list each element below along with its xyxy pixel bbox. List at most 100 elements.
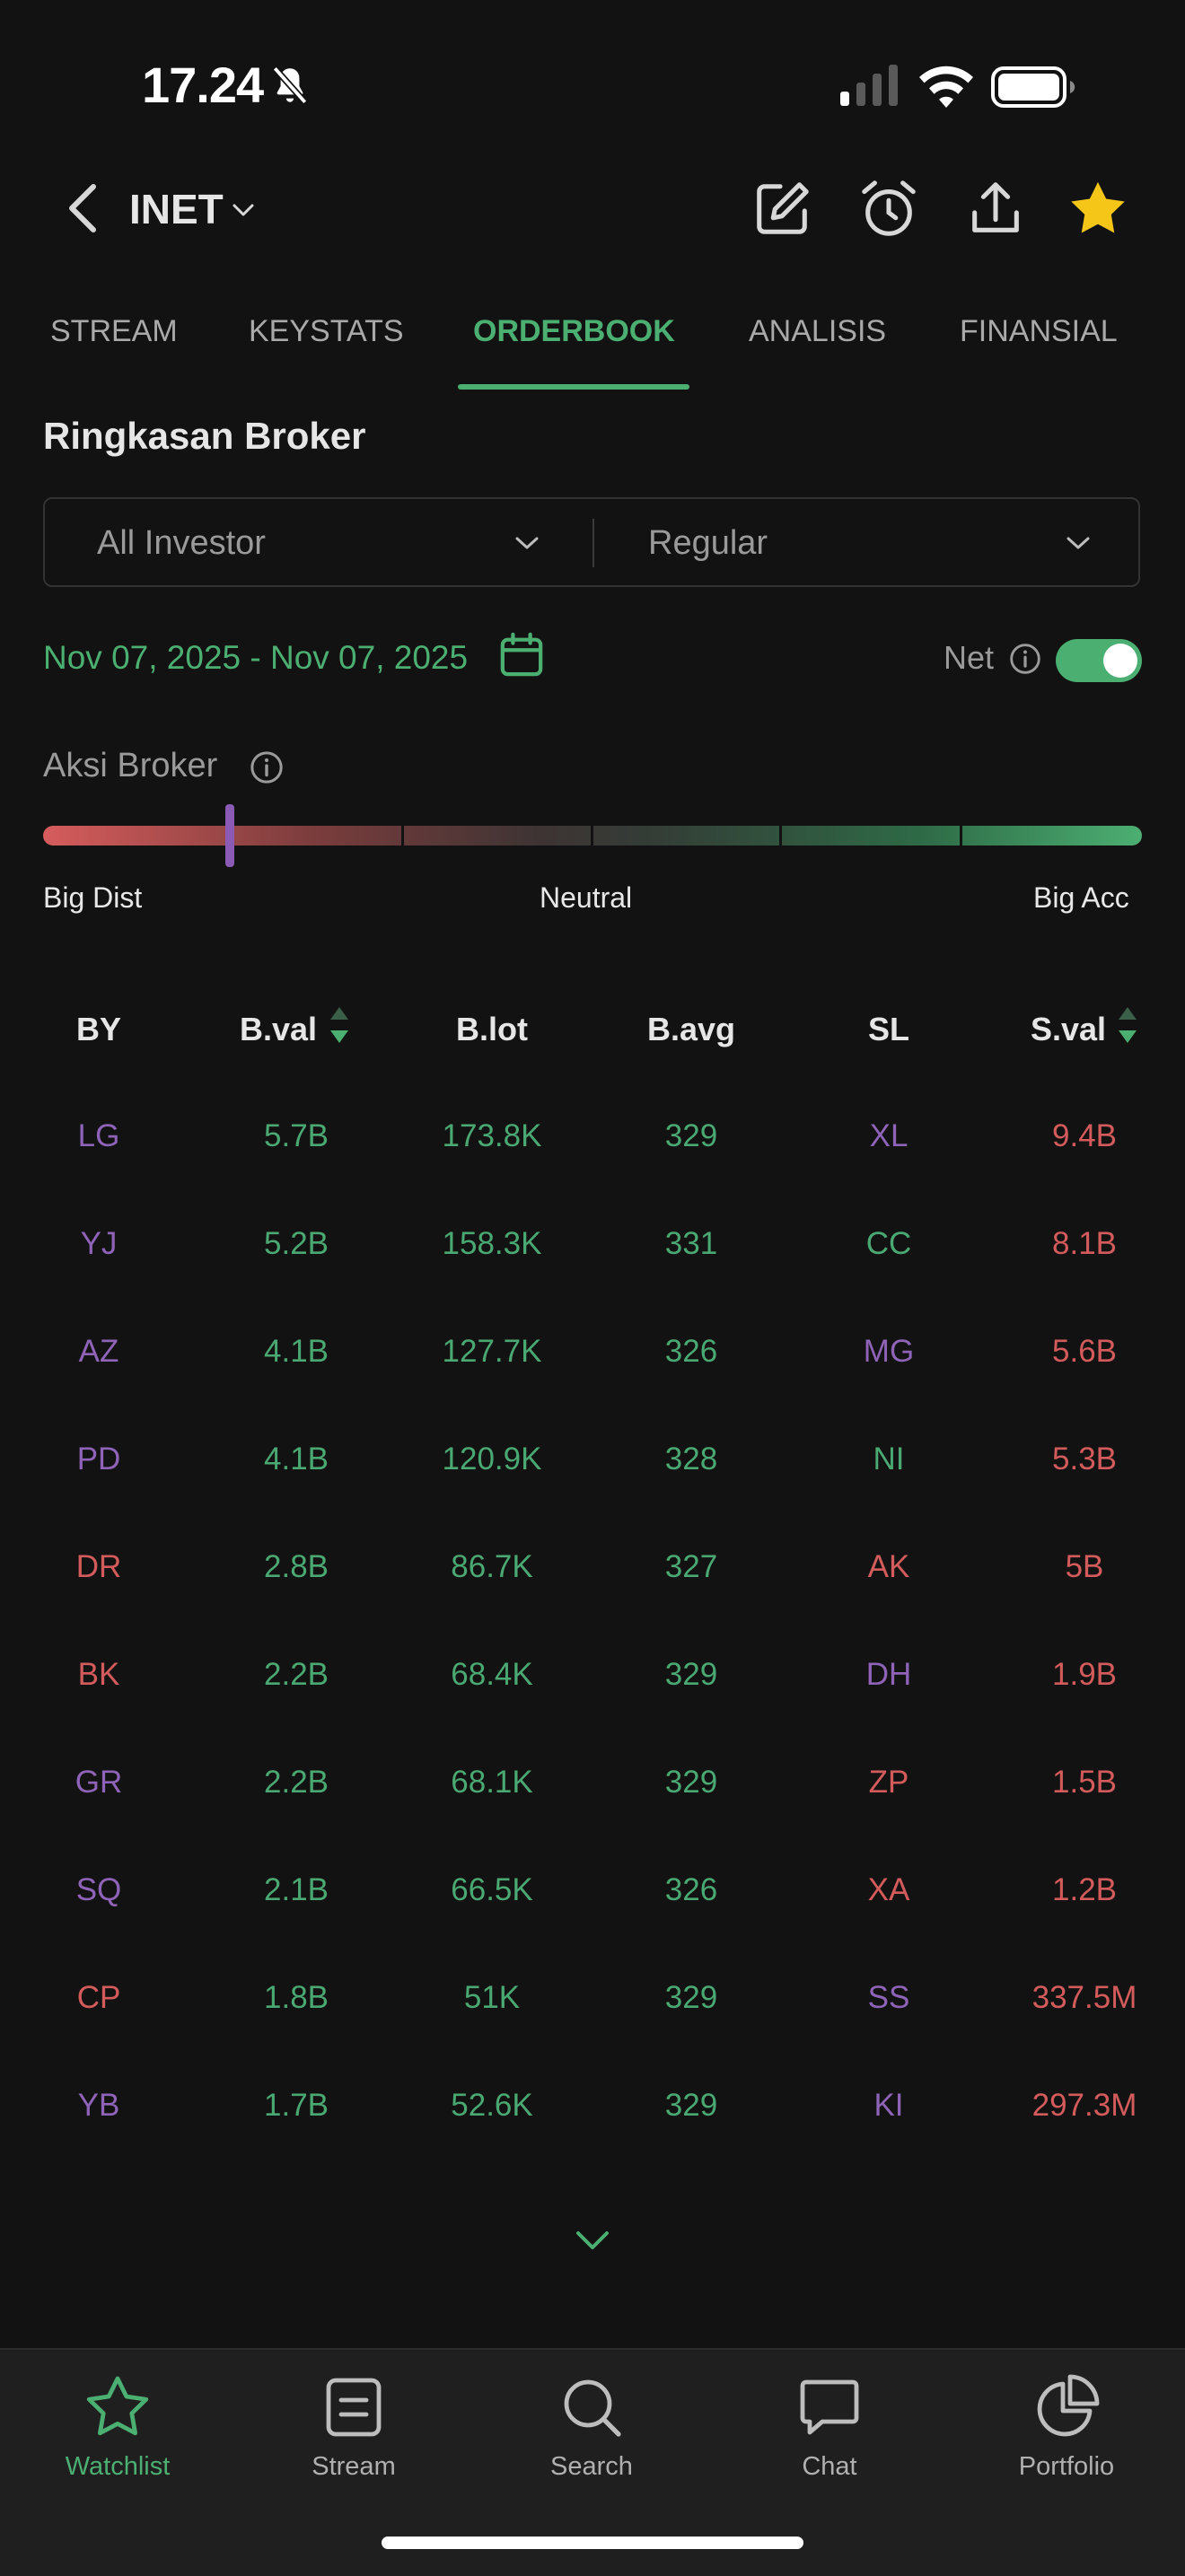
meter-divider [960, 826, 962, 846]
buy-value: 2.2B [264, 1765, 329, 1800]
info-icon[interactable] [1009, 643, 1041, 675]
broker-code-buy[interactable]: YJ [80, 1226, 118, 1261]
buy-avg: 326 [664, 1334, 718, 1369]
table-row[interactable]: YB 1.7B 52.6K 329 KI 297.3M [0, 2079, 1185, 2186]
buy-lot: 127.7K [442, 1334, 542, 1369]
share-icon[interactable] [964, 178, 1027, 241]
nav-portfolio[interactable]: Portfolio [968, 2373, 1165, 2482]
buy-value: 5.7B [264, 1118, 329, 1153]
broker-code-sell[interactable]: MG [863, 1334, 915, 1369]
broker-code-sell[interactable]: AK [867, 1549, 910, 1584]
ticker-title[interactable]: INET [129, 186, 224, 232]
tab-bar: STREAM KEYSTATS ORDERBOOK ANALISIS FINAN… [0, 314, 1185, 391]
alarm-clock-icon[interactable] [857, 178, 920, 241]
sort-icon[interactable] [1117, 1005, 1138, 1045]
table-row[interactable]: AZ 4.1B 127.7K 326 MG 5.6B [0, 1325, 1185, 1433]
broker-code-buy[interactable]: LG [77, 1118, 120, 1153]
col-header-blot: B.lot [456, 1011, 528, 1047]
broker-code-buy[interactable]: YB [77, 2088, 120, 2123]
broker-code-sell[interactable]: DH [865, 1657, 912, 1692]
buy-avg: 329 [664, 1657, 718, 1692]
sell-value: 1.2B [1052, 1872, 1117, 1907]
table-row[interactable]: PD 4.1B 120.9K 328 NI 5.3B [0, 1433, 1185, 1540]
broker-code-sell[interactable]: XA [867, 1872, 910, 1907]
status-time: 17.24 [142, 57, 264, 113]
nav-watchlist[interactable]: Watchlist [19, 2373, 216, 2482]
table-row[interactable]: BK 2.2B 68.4K 329 DH 1.9B [0, 1648, 1185, 1756]
buy-avg: 328 [664, 1441, 718, 1476]
meter-marker [225, 804, 235, 867]
nav-label: Chat [802, 2452, 857, 2481]
net-toggle[interactable] [1056, 639, 1142, 682]
star-outline-icon [86, 2376, 149, 2436]
nav-search[interactable]: Search [493, 2373, 690, 2482]
expand-more-icon[interactable] [573, 2224, 612, 2256]
broker-code-sell[interactable]: CC [865, 1226, 912, 1261]
buy-lot: 52.6K [451, 2088, 533, 2123]
chevron-down-icon[interactable] [230, 199, 257, 221]
buy-value: 1.7B [264, 2088, 329, 2123]
broker-code-buy[interactable]: GR [75, 1765, 123, 1800]
table-row[interactable]: DR 2.8B 86.7K 327 AK 5B [0, 1540, 1185, 1648]
meter-divider [401, 826, 404, 846]
buy-avg: 329 [664, 2088, 718, 2123]
investor-select[interactable]: All Investor [97, 524, 266, 562]
broker-code-sell[interactable]: XL [869, 1118, 908, 1153]
cellular-signal-icon [840, 65, 898, 106]
broker-code-sell[interactable]: SS [867, 1980, 910, 2015]
star-filled-icon[interactable] [1066, 178, 1129, 241]
buy-lot: 86.7K [451, 1549, 533, 1584]
broker-action-meter [43, 826, 1142, 846]
sell-value: 5.6B [1052, 1334, 1117, 1369]
col-header-sval[interactable]: S.val [1030, 1011, 1107, 1047]
table-row[interactable]: YJ 5.2B 158.3K 331 CC 8.1B [0, 1217, 1185, 1325]
nav-label: Search [550, 2452, 633, 2481]
buy-value: 2.8B [264, 1549, 329, 1584]
buy-avg: 329 [664, 1765, 718, 1800]
sell-value: 297.3M [1031, 2088, 1137, 2123]
tab-stream[interactable]: STREAM [50, 314, 178, 348]
broker-code-buy[interactable]: SQ [75, 1872, 122, 1907]
broker-code-buy[interactable]: BK [77, 1657, 120, 1692]
net-label: Net [944, 639, 995, 676]
buy-value: 5.2B [264, 1226, 329, 1261]
tab-orderbook[interactable]: ORDERBOOK [473, 314, 675, 348]
tab-finansial[interactable]: FINANSIAL [960, 314, 1118, 348]
nav-chat[interactable]: Chat [731, 2373, 928, 2482]
broker-code-buy[interactable]: DR [75, 1549, 122, 1584]
nav-stream[interactable]: Stream [255, 2373, 452, 2482]
info-icon[interactable] [250, 750, 284, 784]
broker-code-buy[interactable]: AZ [78, 1334, 119, 1369]
date-range[interactable]: Nov 07, 2025 - Nov 07, 2025 [43, 639, 469, 676]
tab-analisis[interactable]: ANALISIS [749, 314, 887, 348]
sell-value: 8.1B [1052, 1226, 1117, 1261]
table-row[interactable]: CP 1.8B 51K 329 SS 337.5M [0, 1971, 1185, 2079]
wifi-icon [919, 66, 973, 108]
buy-avg: 329 [664, 1118, 718, 1153]
meter-middle-label: Neutral [540, 881, 633, 914]
sort-icon[interactable] [329, 1005, 350, 1045]
market-select[interactable]: Regular [648, 524, 768, 562]
table-row[interactable]: LG 5.7B 173.8K 329 XL 9.4B [0, 1109, 1185, 1217]
document-icon [326, 2378, 382, 2437]
tab-keystats[interactable]: KEYSTATS [249, 314, 404, 348]
buy-avg: 329 [664, 1980, 718, 2015]
calendar-icon[interactable] [499, 632, 544, 679]
table-row[interactable]: SQ 2.1B 66.5K 326 XA 1.2B [0, 1863, 1185, 1971]
sell-value: 9.4B [1052, 1118, 1117, 1153]
broker-code-sell[interactable]: KI [873, 2088, 904, 2123]
edit-note-icon[interactable] [750, 178, 813, 241]
broker-code-sell[interactable]: NI [873, 1441, 905, 1476]
battery-icon [991, 66, 1075, 108]
back-chevron-icon[interactable] [63, 181, 102, 235]
sell-value: 1.5B [1052, 1765, 1117, 1800]
chevron-down-icon[interactable] [512, 530, 542, 556]
broker-code-sell[interactable]: ZP [868, 1765, 909, 1800]
broker-code-buy[interactable]: PD [76, 1441, 121, 1476]
chevron-down-icon[interactable] [1063, 530, 1093, 556]
table-row[interactable]: GR 2.2B 68.1K 329 ZP 1.5B [0, 1756, 1185, 1863]
buy-lot: 68.1K [451, 1765, 533, 1800]
section-title: Ringkasan Broker [43, 415, 366, 457]
broker-code-buy[interactable]: CP [76, 1980, 121, 2015]
col-header-bval[interactable]: B.val [239, 1011, 318, 1047]
